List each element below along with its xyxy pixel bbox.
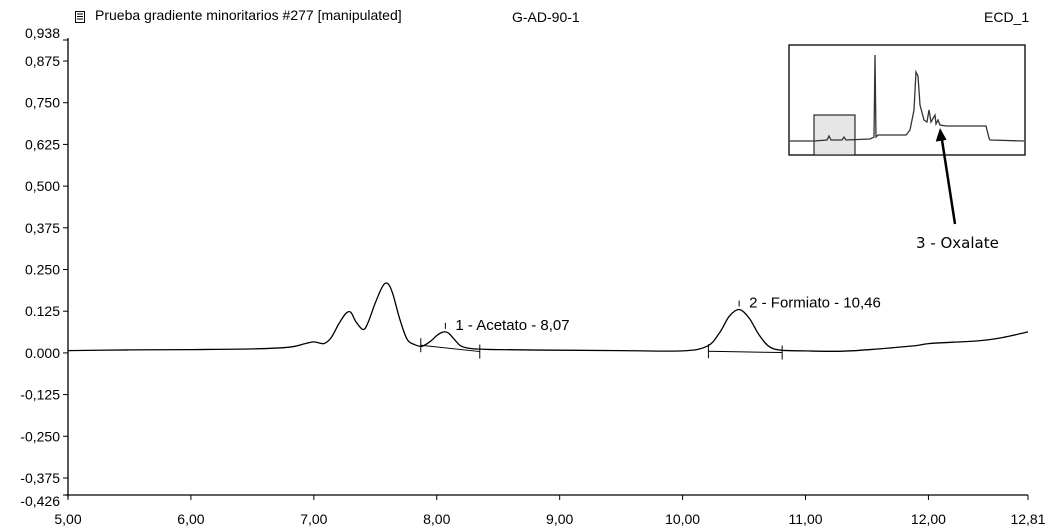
y-tick-label: 0,625 [25,136,60,152]
y-tick-label: 0,875 [25,53,60,69]
x-tick-label: 12,81 [1010,511,1045,527]
x-tick-label: 9,00 [546,511,573,527]
document-icon [75,11,85,23]
y-tick-label: -0,125 [20,387,60,403]
y-tick-label: -0,250 [20,428,60,444]
y-tick-label: 0.125 [25,303,60,319]
peak-label: 2 - Formiato - 10,46 [749,295,881,312]
x-tick-label: 12,00 [911,511,946,527]
peak-label: 1 - Acetato - 8,07 [455,317,569,334]
x-axis-ticks: 5,00 6,00 7,00 8,00 9,00 10,00 11,00 12,00 12,81 [54,495,1046,527]
chromatogram-line [67,282,1029,352]
x-tick-label: 8,00 [423,511,450,527]
y-tick-label: 0,750 [25,95,60,111]
y-tick-label: 0,500 [25,178,60,194]
overview-inset: 3 - Oxalate [788,44,1026,252]
integration-baseline [708,350,783,354]
y-tick-label: 0.250 [25,262,60,278]
y-tick-label: 0.000 [25,345,60,361]
integration-baselines [420,344,783,354]
inset-zoom-region [813,114,856,156]
x-tick-label: 5,00 [54,511,81,527]
inset-trace [790,54,1025,142]
x-tick-label: 6,00 [177,511,204,527]
sample-name: G-AD-90-1 [512,9,580,25]
y-tick-label: -0,375 [20,470,60,486]
chromatogram-series [67,282,1029,352]
integration-baseline [420,344,480,353]
oxalate-arrow-shaft [940,139,957,225]
y-tick-label: -0,426 [20,493,60,509]
x-tick-label: 10,00 [665,511,700,527]
integration-marks [420,338,783,360]
y-axis-ticks: 0,938 0,875 0,750 0,625 0,500 0,375 0.250 0.125… [20,25,68,509]
y-tick-label: 0,375 [25,220,60,236]
x-tick-label: 11,00 [789,511,823,527]
chart-axes [65,38,1028,498]
chromatogram-title: Prueba gradiente minoritarios #277 [mani… [95,7,402,23]
oxalate-annotation: 3 - Oxalate [916,234,999,252]
channel-name: ECD_1 [984,9,1030,25]
chromatogram-header: Prueba gradiente minoritarios #277 [mani… [0,0,1049,30]
oxalate-arrow-head [935,128,947,142]
peak-labels: 1 - Acetato - 8,07 2 - Formiato - 10,46 [444,295,881,334]
x-tick-label: 7,00 [300,511,327,527]
y-tick-label: 0,938 [25,25,60,41]
